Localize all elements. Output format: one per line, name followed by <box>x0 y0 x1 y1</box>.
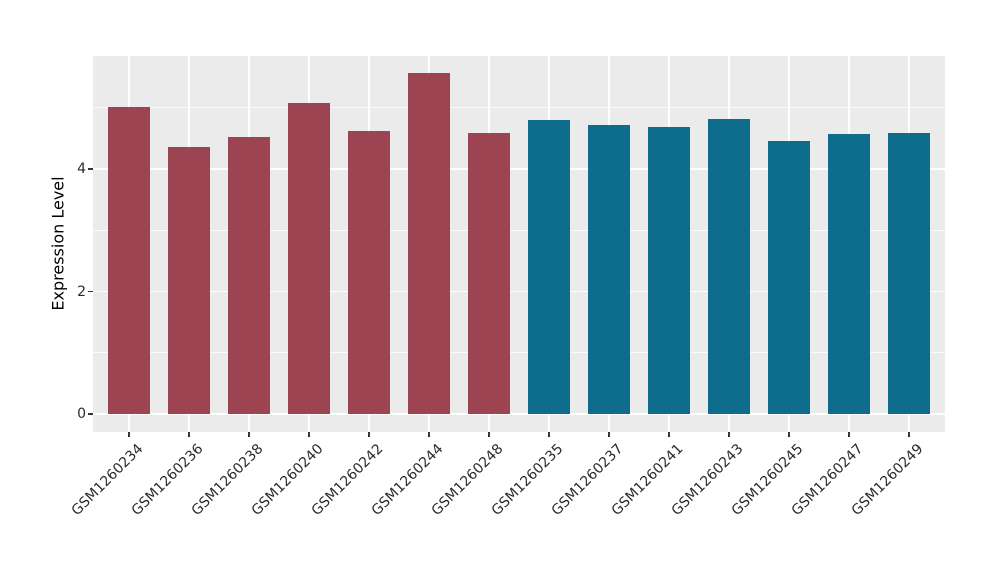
major-gridline <box>93 168 945 170</box>
bar-GSM1260241 <box>648 127 690 414</box>
x-tick-mark <box>848 432 850 437</box>
y-tick-mark <box>88 168 93 170</box>
x-tick-mark <box>908 432 910 437</box>
y-tick-mark <box>88 290 93 293</box>
y-axis-title: Expression Level <box>48 176 68 311</box>
x-tick-mark <box>428 432 430 437</box>
y-tick-label: 2 <box>77 283 86 300</box>
bar-GSM1260244 <box>408 72 450 414</box>
x-tick-mark <box>128 432 130 437</box>
bar-GSM1260237 <box>588 124 630 414</box>
x-tick-mark <box>308 432 310 437</box>
bar-GSM1260234 <box>108 106 150 414</box>
bar-GSM1260249 <box>888 133 930 414</box>
bar-GSM1260245 <box>768 141 810 414</box>
x-tick-mark <box>608 432 610 437</box>
x-tick-mark <box>188 432 190 437</box>
x-tick-mark <box>668 432 670 437</box>
y-tick-mark <box>88 413 93 415</box>
major-gridline <box>93 413 945 415</box>
x-tick-mark <box>548 432 550 437</box>
bar-GSM1260235 <box>528 120 570 414</box>
bar-GSM1260243 <box>708 119 750 414</box>
bar-GSM1260242 <box>348 131 390 414</box>
plot-area <box>93 56 945 432</box>
x-tick-mark <box>788 432 790 437</box>
bar-GSM1260240 <box>288 102 330 414</box>
major-gridline <box>93 290 945 293</box>
y-tick-label: 0 <box>77 406 86 422</box>
minor-gridline <box>93 352 945 354</box>
bar-GSM1260247 <box>828 134 870 414</box>
x-tick-mark <box>488 432 490 437</box>
y-tick-label: 4 <box>77 161 86 177</box>
minor-gridline <box>93 229 945 231</box>
x-tick-mark <box>248 432 250 437</box>
bar-GSM1260248 <box>468 133 510 414</box>
minor-gridline <box>93 107 945 109</box>
bar-GSM1260238 <box>228 136 270 414</box>
bar-GSM1260236 <box>168 146 210 414</box>
x-tick-mark <box>728 432 730 437</box>
x-tick-mark <box>368 432 370 437</box>
